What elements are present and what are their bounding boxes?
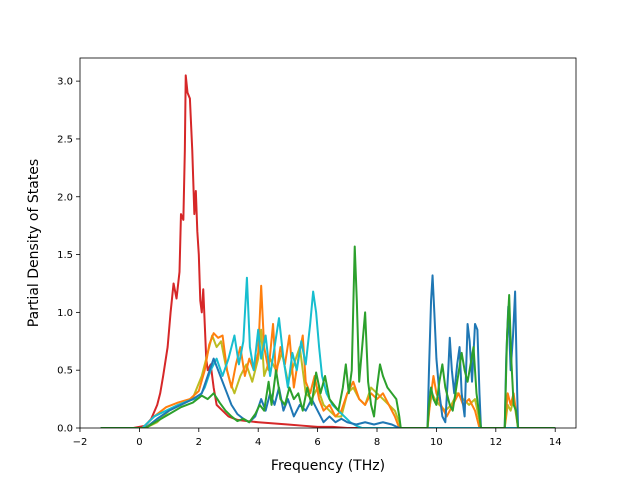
y-axis-ticks: 0.0 0.5 1.0 1.5 2.0 2.5 3.0 <box>57 77 80 435</box>
series-line-5 <box>100 245 556 428</box>
plot-frame <box>79 57 577 429</box>
y-tick-label: 3.0 <box>57 77 73 88</box>
x-tick-label: 0 <box>136 437 142 448</box>
x-tick-label: 8 <box>374 437 380 448</box>
y-tick-label: 0.0 <box>57 424 73 435</box>
x-axis-ticks: −2 0 2 4 6 8 10 12 14 <box>73 428 562 448</box>
x-tick-label: 14 <box>549 437 562 448</box>
y-tick-label: 2.0 <box>57 192 73 203</box>
y-tick-label: 2.5 <box>57 134 73 145</box>
series-layer <box>100 74 556 428</box>
x-tick-label: 2 <box>196 437 202 448</box>
y-tick-label: 0.5 <box>57 366 73 377</box>
x-axis-title: Frequency (THz) <box>271 458 385 474</box>
x-tick-label: 6 <box>314 437 320 448</box>
y-axis-title: Partial Density of States <box>26 159 42 327</box>
x-tick-label: 12 <box>489 437 502 448</box>
y-tick-label: 1.0 <box>57 308 73 319</box>
x-tick-label: 10 <box>430 437 443 448</box>
x-tick-label: −2 <box>73 437 88 448</box>
y-tick-label: 1.5 <box>57 250 73 261</box>
series-line-4 <box>100 274 556 428</box>
series-line-2 <box>100 284 556 428</box>
series-line-0 <box>100 74 556 428</box>
x-tick-label: 4 <box>255 437 261 448</box>
series-line-1 <box>100 328 556 428</box>
